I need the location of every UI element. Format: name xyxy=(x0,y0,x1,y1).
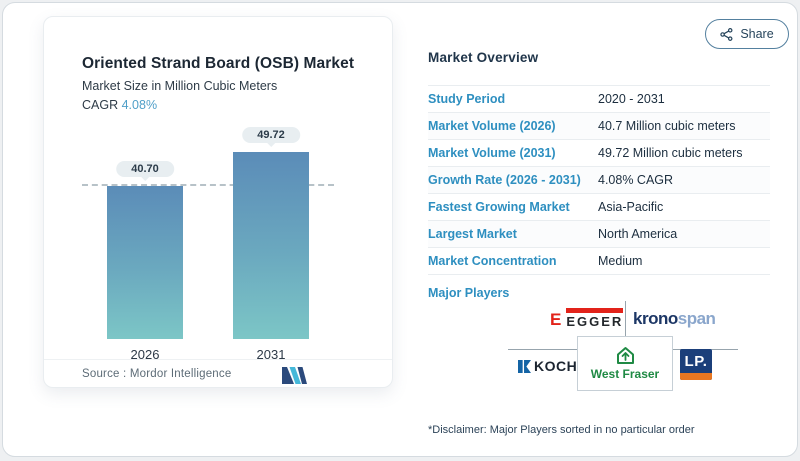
row-value: Asia-Pacific xyxy=(598,200,664,214)
table-row: Largest Market North America xyxy=(428,221,770,248)
row-value: 2020 - 2031 xyxy=(598,92,665,106)
row-label: Market Concentration xyxy=(428,254,557,268)
cagr-label: CAGR xyxy=(82,98,119,112)
major-players-label: Major Players xyxy=(428,286,510,300)
row-label: Fastest Growing Market xyxy=(428,200,570,214)
egger-red-bar xyxy=(566,308,624,313)
row-value: Medium xyxy=(598,254,643,268)
table-row: Study Period 2020 - 2031 xyxy=(428,86,770,113)
source-text: Source : Mordor Intelligence xyxy=(82,368,231,380)
source-label: Source : xyxy=(82,368,127,380)
share-icon xyxy=(720,27,733,41)
x-tick-2026: 2026 xyxy=(130,347,160,362)
chart-subtitle: Market Size in Million Cubic Meters xyxy=(82,79,278,93)
bar-2026: 40.70 xyxy=(107,160,183,339)
logo-divider-horizontal xyxy=(508,349,738,350)
logo-divider-vertical xyxy=(625,301,626,337)
chart-title: Oriented Strand Board (OSB) Market xyxy=(82,55,355,72)
cagr-value: 4.08% xyxy=(121,98,158,112)
bar-value-label-2031: 49.72 xyxy=(242,127,300,144)
lp-orange-strip xyxy=(680,373,712,380)
cagr-line: CAGR 4.08% xyxy=(82,98,157,112)
table-row: Growth Rate (2026 - 2031) 4.08% CAGR xyxy=(428,167,770,194)
kronospan-logo: kronospan xyxy=(633,309,716,328)
source-row: Source : Mordor Intelligence xyxy=(44,359,392,388)
bar-column-2026: 40.70 xyxy=(82,151,208,339)
source-value: Mordor Intelligence xyxy=(129,368,232,380)
overview-heading: Market Overview xyxy=(428,50,539,65)
egger-symbol: E xyxy=(550,310,562,329)
table-row: Market Volume (2031) 49.72 Million cubic… xyxy=(428,140,770,167)
row-label: Market Volume (2031) xyxy=(428,146,556,160)
egger-logo: E EGGER xyxy=(550,308,624,329)
x-tick-2031: 2031 xyxy=(256,347,286,362)
row-label: Market Volume (2026) xyxy=(428,119,556,133)
bar-value-label-2026: 40.70 xyxy=(116,160,174,177)
table-row: Market Concentration Medium xyxy=(428,248,770,275)
overview-table: Study Period 2020 - 2031 Market Volume (… xyxy=(428,85,770,275)
egger-wordmark: EGGER xyxy=(566,308,624,328)
table-row: Market Volume (2026) 40.7 Million cubic … xyxy=(428,113,770,140)
disclaimer-text: *Disclaimer: Major Players sorted in no … xyxy=(428,424,695,436)
bar-chart-plot-area: 40.70 49.72 xyxy=(82,127,334,339)
mordor-intelligence-logo-icon xyxy=(282,367,307,384)
west-fraser-logo: West Fraser xyxy=(577,336,673,391)
table-row: Fastest Growing Market Asia-Pacific xyxy=(428,194,770,221)
lp-logo: LP. xyxy=(680,349,712,380)
share-button[interactable]: Share xyxy=(705,19,789,49)
market-size-chart-card: Oriented Strand Board (OSB) Market Marke… xyxy=(43,16,393,388)
row-value: 40.7 Million cubic meters xyxy=(598,119,736,133)
bar-column-2031: 49.72 xyxy=(208,127,334,339)
row-value: North America xyxy=(598,227,678,241)
row-value: 4.08% CAGR xyxy=(598,173,674,187)
reference-dashed-line xyxy=(82,183,334,186)
koch-logo: KOCH. xyxy=(518,358,582,374)
row-label: Largest Market xyxy=(428,227,517,241)
share-button-label: Share xyxy=(740,27,774,41)
row-label: Study Period xyxy=(428,92,506,106)
koch-icon xyxy=(518,359,531,373)
row-label: Growth Rate (2026 - 2031) xyxy=(428,173,581,187)
west-fraser-house-icon xyxy=(616,347,634,364)
bar-2031: 49.72 xyxy=(233,127,309,339)
row-value: 49.72 Million cubic meters xyxy=(598,146,743,160)
x-axis-labels: 2026 2031 xyxy=(82,347,334,362)
